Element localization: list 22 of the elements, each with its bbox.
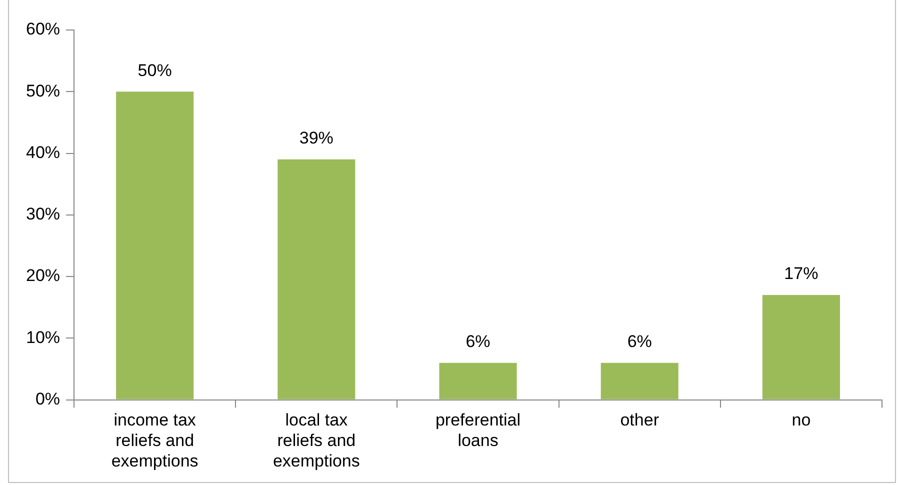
y-tick-label: 30% [26, 204, 60, 224]
data-label: 6% [627, 332, 652, 352]
y-tick-label: 20% [26, 266, 60, 286]
y-tick-label: 50% [26, 81, 60, 100]
data-label: 50% [138, 60, 172, 80]
x-tick-label: income tax reliefs and exemptions [111, 410, 198, 470]
data-label: 39% [299, 128, 334, 148]
x-tick-label: local tax reliefs and exemptions [272, 410, 360, 470]
bar [600, 362, 678, 400]
bar [439, 362, 517, 400]
bar [762, 295, 840, 400]
x-tick-label: no [792, 410, 811, 430]
x-tick-label: other [620, 410, 660, 430]
y-tick-label: 10% [26, 328, 60, 347]
bar [116, 92, 194, 400]
y-tick-label: 0% [35, 389, 60, 408]
data-label: 17% [784, 264, 818, 284]
data-label: 6% [466, 332, 490, 352]
y-tick-label: 40% [26, 142, 60, 162]
bar [278, 159, 356, 400]
y-tick-label: 60% [26, 20, 60, 39]
x-tick-label: preferential loans [435, 410, 521, 450]
